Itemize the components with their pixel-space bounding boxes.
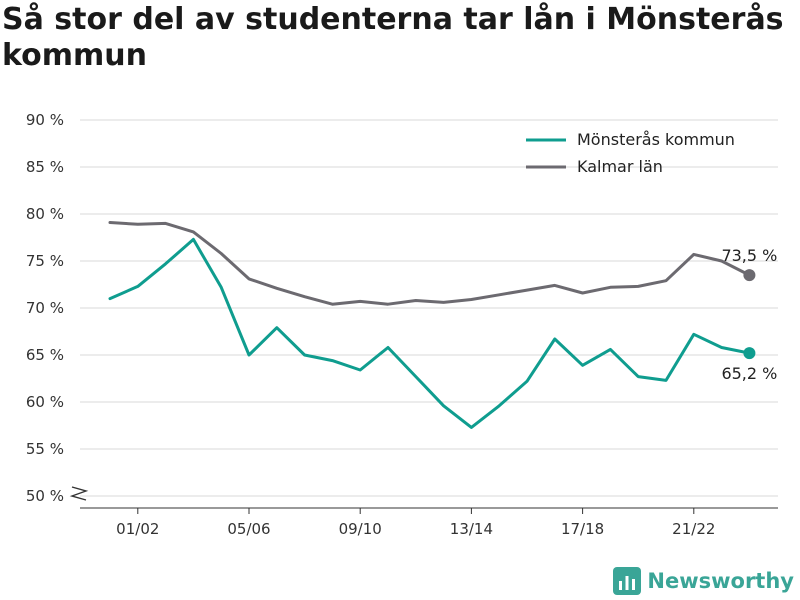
y-tick-label: 50 % xyxy=(26,487,64,505)
x-tick-label: 05/06 xyxy=(227,520,270,538)
series-lines: 65,2 % 73,5 % xyxy=(108,221,777,429)
y-tick-label: 80 % xyxy=(26,205,64,223)
axis-break-icon xyxy=(69,486,89,501)
y-tick-label: 70 % xyxy=(26,299,64,317)
end-label-monsteras: 65,2 % xyxy=(721,364,777,383)
y-tick-label: 90 % xyxy=(26,111,64,129)
series-line-monsteras xyxy=(108,237,751,429)
legend-label-kalmar: Kalmar län xyxy=(577,157,663,176)
y-tick-label: 85 % xyxy=(26,158,64,176)
brand-badge: Newsworthy xyxy=(613,566,794,596)
x-tick-label: 21/22 xyxy=(672,520,715,538)
x-axis: 01/02 05/06 09/10 13/14 17/18 21/22 xyxy=(80,507,778,538)
y-tick-label: 60 % xyxy=(26,393,64,411)
y-tick-label: 55 % xyxy=(26,440,64,458)
brand-name: Newsworthy xyxy=(647,569,794,593)
legend: Mönsterås kommun Kalmar län xyxy=(526,130,735,176)
end-point-monsteras xyxy=(743,347,756,360)
x-tick-label: 01/02 xyxy=(116,520,159,538)
y-tick-label: 75 % xyxy=(26,252,64,270)
chart-title: Så stor del av studenterna tar lån i Mön… xyxy=(2,2,784,73)
y-axis-ticks: 50 % 55 % 60 % 65 % 70 % 75 % 80 % 85 % 90 % xyxy=(26,111,89,505)
legend-label-monsteras: Mönsterås kommun xyxy=(577,130,735,149)
end-label-kalmar: 73,5 % xyxy=(721,246,777,265)
y-tick-label: 65 % xyxy=(26,346,64,364)
x-tick-label: 09/10 xyxy=(339,520,382,538)
end-point-kalmar xyxy=(743,269,756,282)
series-line-kalmar xyxy=(108,221,751,306)
x-tick-label: 13/14 xyxy=(450,520,493,538)
newsworthy-logo-icon xyxy=(613,567,642,595)
grid-lines xyxy=(80,119,778,497)
x-tick-label: 17/18 xyxy=(561,520,604,538)
